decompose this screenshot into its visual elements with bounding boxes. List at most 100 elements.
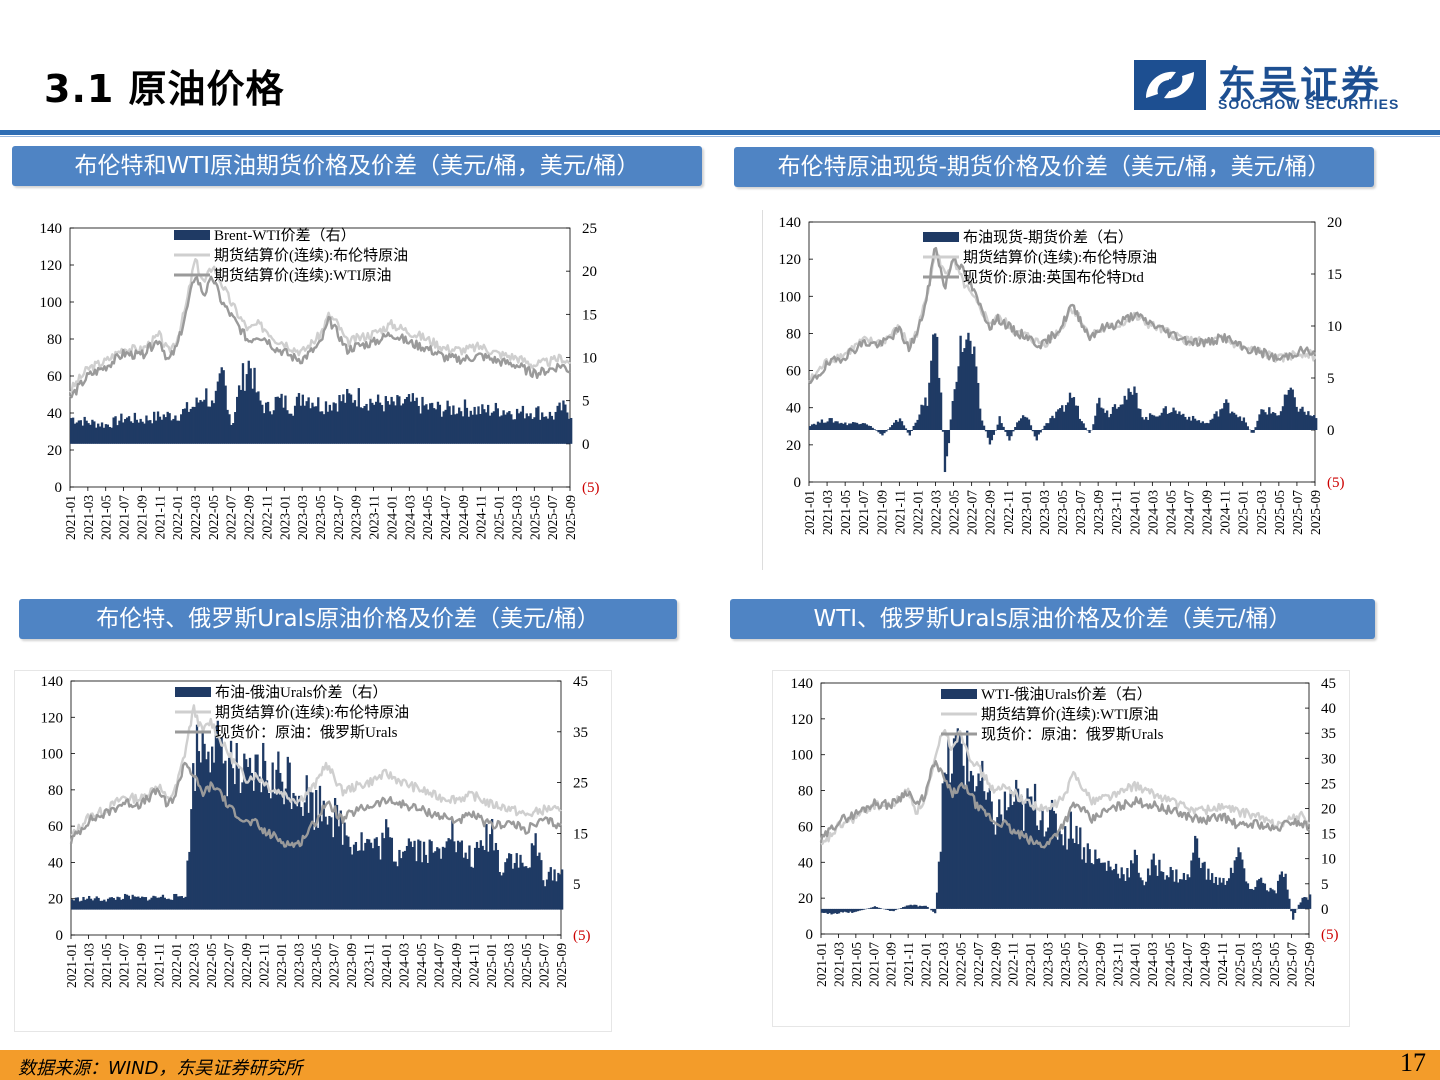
bar [1045,423,1048,430]
bar [384,396,387,444]
bar [1047,827,1050,909]
bar [910,430,913,431]
bar [193,406,196,444]
x-tick-label: 2024-01 [1127,490,1142,535]
bar [168,413,171,444]
bar [78,901,81,910]
bar [127,895,131,910]
bar [1131,863,1135,909]
bar [99,900,102,910]
x-tick-label: 2021-05 [99,943,114,988]
bar [558,402,561,444]
bar [81,425,84,444]
chart-svg: 140 120 100 80 60 40 20 0 20 15 10 5 0 (5) 布油现货-期货价差（右… [779,215,1345,535]
legend-swatch-bar [941,689,977,699]
bar [98,426,102,444]
bar [1117,407,1121,430]
bar [1256,420,1259,430]
bar [307,397,310,444]
x-tick-label: 2023-09 [349,495,364,540]
bar [952,738,956,909]
x-tick-label: 2024-05 [1163,942,1178,987]
bar [71,417,75,444]
bar [212,762,216,910]
bar [1299,408,1302,430]
bar [869,425,872,430]
bar [1086,843,1089,909]
bar [1232,412,1236,430]
x-tick-label: 2023-05 [309,943,324,988]
bar [941,430,945,432]
bar [836,421,839,430]
x-tick-label: 2022-01 [170,495,185,540]
x-tick-label: 2025-09 [1308,490,1323,535]
bar [330,410,333,444]
bar [821,908,824,913]
bar [917,906,920,909]
bar [932,908,935,912]
bar [207,751,210,910]
bar [428,839,431,910]
left-tick-label: 40 [786,401,801,417]
bar [1065,849,1069,909]
bar [344,402,347,444]
left-tick-label: 40 [47,406,62,422]
bar [288,413,291,444]
bar [178,420,181,444]
bar [144,897,148,910]
bar [1111,870,1114,909]
bar [1067,838,1071,909]
bar [311,792,314,910]
bar [832,908,835,914]
bar [1301,406,1304,430]
bar [197,751,201,910]
bar [506,412,509,444]
bar [396,395,399,444]
bar [1101,862,1105,909]
bar [527,416,530,444]
bar [1211,418,1214,430]
bar [491,818,494,910]
bar [153,411,156,444]
bar [229,740,233,910]
bar [376,394,380,444]
bar [536,855,539,910]
bar [481,404,484,444]
bar [93,421,96,444]
bar [1025,417,1029,430]
bar [1217,416,1220,430]
bar [513,862,516,910]
bar [1182,413,1185,430]
line-series-2 [808,246,1317,384]
x-tick-label: 2024-09 [1197,942,1212,987]
bar [386,401,389,444]
x-tick-label: 2024-03 [402,495,417,540]
bar [1186,874,1189,909]
x-tick-label: 2023-05 [1055,490,1070,535]
panel-title-2: 布伦特原油现货-期货价格及价差（美元/桶，美元/桶） [734,147,1374,187]
left-tick-label: 100 [41,747,64,763]
right-tick-label: 45 [1321,676,1336,692]
x-tick-label: 2022-03 [929,490,944,535]
bar [1052,810,1056,909]
bar [504,862,507,910]
bar [470,866,473,910]
bar [1224,884,1227,909]
bar [1199,422,1203,430]
bar [1275,893,1278,909]
panel-title-4: WTI、俄罗斯Urals原油价格及价差（美元/桶） [730,599,1375,639]
bar [1139,877,1142,909]
bar [1068,392,1072,430]
bar [1169,866,1172,909]
bar [170,420,173,444]
bar [110,427,113,444]
x-tick-label: 2024-09 [1200,490,1215,535]
bar [241,782,244,910]
bar [72,900,76,910]
bar [156,411,160,444]
bar [120,413,123,444]
bar [89,898,93,910]
bar [1154,865,1157,909]
bar [368,839,371,910]
bar [924,397,927,430]
